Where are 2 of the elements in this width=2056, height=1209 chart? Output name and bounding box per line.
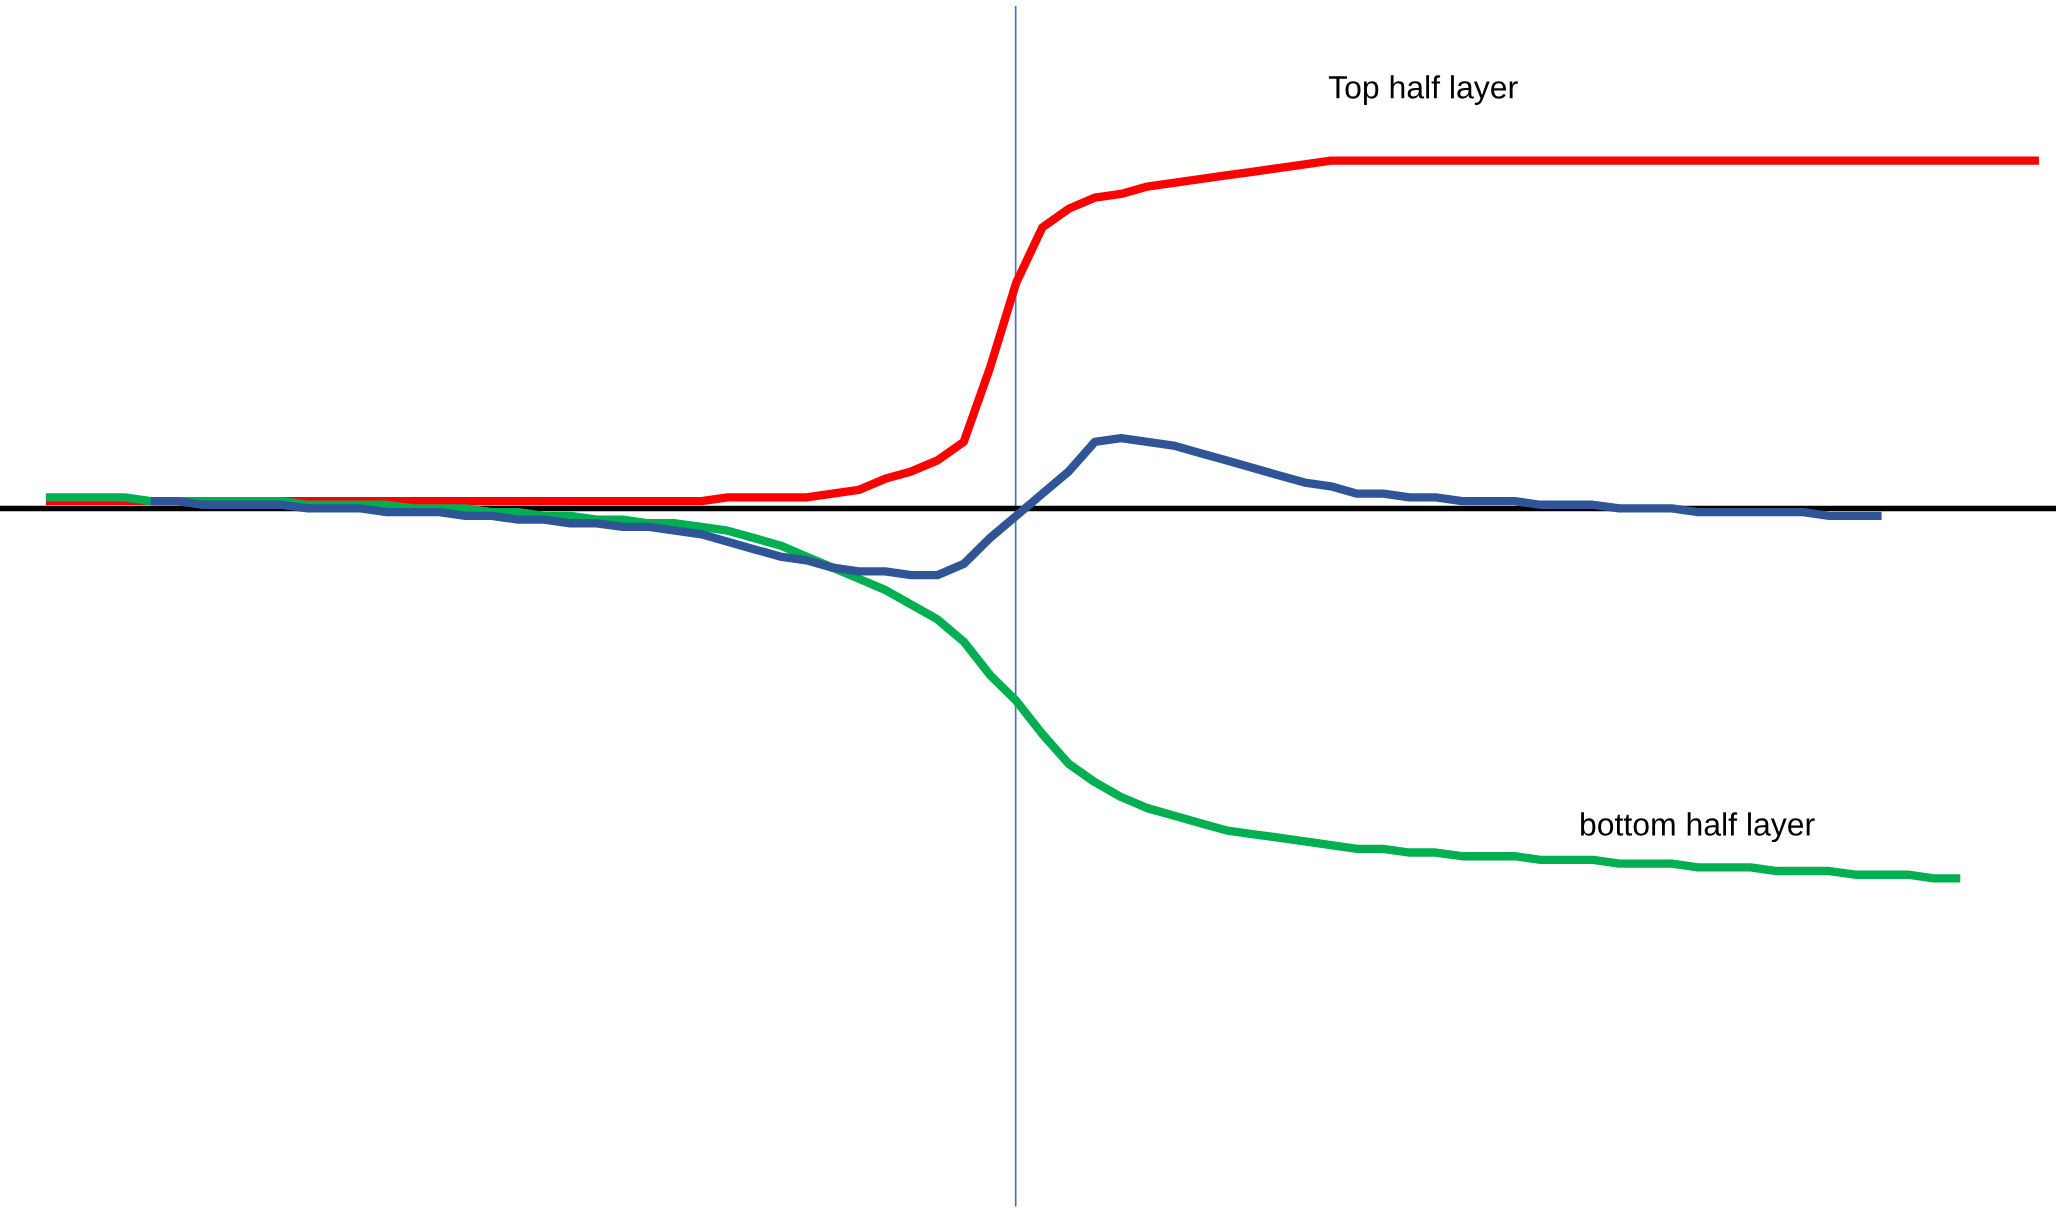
annotation: bottom half layer	[1581, 812, 1815, 843]
text: Top half layer	[1328, 75, 1518, 105]
